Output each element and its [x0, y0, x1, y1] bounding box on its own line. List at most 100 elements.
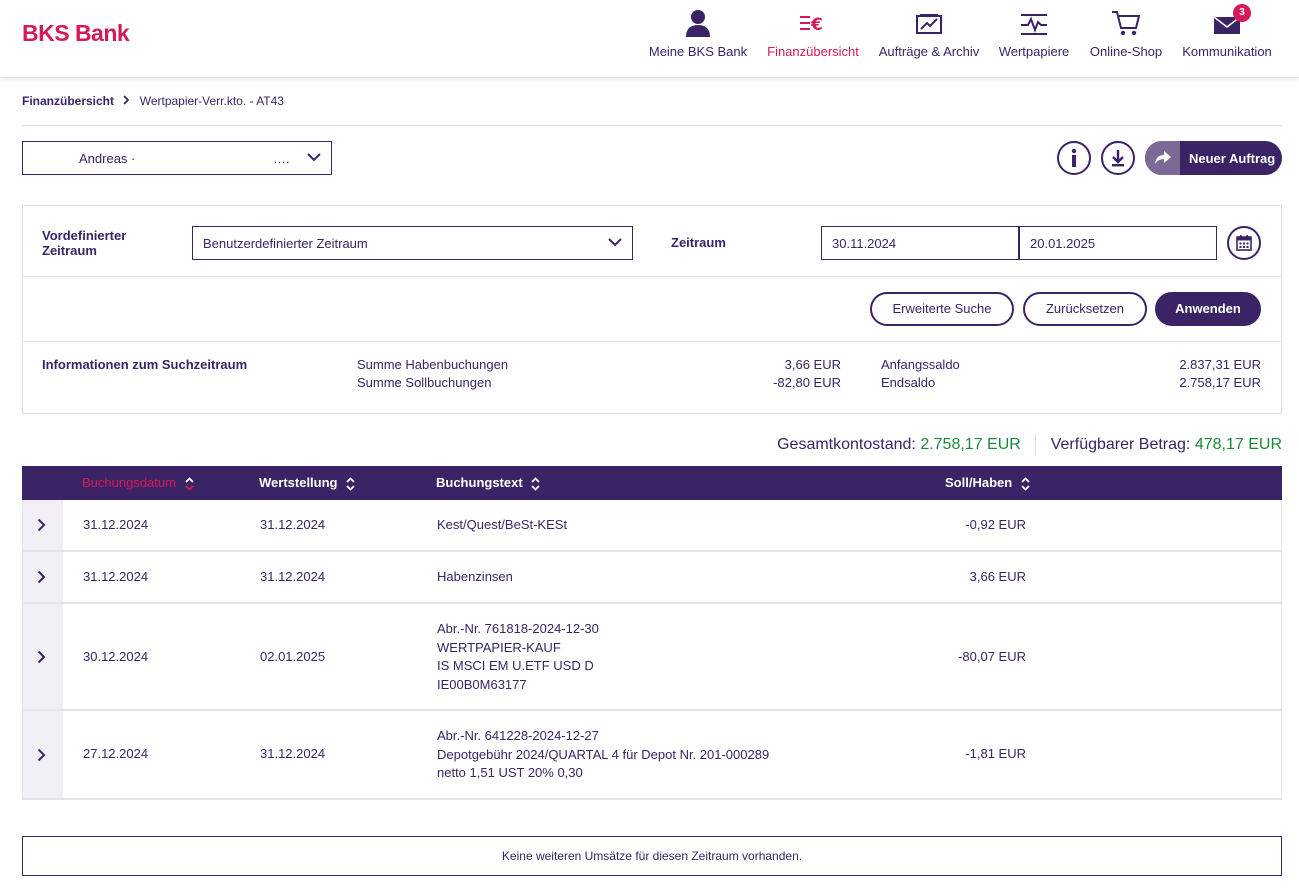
date-from-value: 30.11.2024 [832, 236, 897, 251]
chevron-down-icon [307, 153, 321, 162]
new-order-button[interactable]: Neuer Auftrag [1145, 141, 1282, 175]
credit-sum-label: Summe Habenbuchungen [357, 357, 509, 372]
date-to-input[interactable]: 20.01.2025 [1019, 226, 1217, 260]
row-expander[interactable] [23, 552, 63, 602]
closing-balance-label: Endsaldo [881, 375, 936, 390]
period-label: Zeitraum [671, 235, 726, 250]
available-amount-value: 478,17 EUR [1194, 436, 1282, 454]
finance-icon: € [800, 15, 823, 35]
debit-sum-value: -82,80 EUR [773, 375, 841, 390]
divider [22, 125, 1282, 126]
column-header-value-date[interactable]: Wertstellung [259, 475, 355, 491]
account-name: Andreas · [79, 151, 136, 166]
calendar-button[interactable] [1227, 226, 1261, 260]
total-balance-value: 2.758,17 EUR [920, 436, 1021, 454]
nav-auftraege-archiv[interactable]: Aufträge & Archiv [873, 0, 985, 78]
booking-text-line: Depotgebühr 2024/QUARTAL 4 für Depot Nr.… [437, 746, 770, 762]
column-header-label: Buchungstext [436, 475, 523, 490]
row-expander[interactable] [23, 604, 63, 709]
top-header: BKS Bank Meine BKS Bank € Finanzübersich… [0, 0, 1299, 78]
column-header-amount[interactable]: Soll/Haben [945, 475, 1030, 491]
nav-meine-bks-bank[interactable]: Meine BKS Bank [643, 0, 753, 78]
predefined-period-label: Vordefinierter Zeitraum [42, 228, 127, 258]
info-icon [1071, 148, 1077, 167]
nav-label: Meine BKS Bank [648, 44, 748, 59]
chevron-right-icon [123, 94, 130, 108]
value-date: 31.12.2024 [260, 746, 326, 761]
booking-text: Habenzinsen [437, 568, 513, 587]
column-header-label: Wertstellung [259, 475, 338, 490]
breadcrumb-root[interactable]: Finanzübersicht [22, 94, 115, 108]
sort-icon [346, 476, 355, 491]
account-totals: Gesamtkontostand: 2.758,17 EUR Verfügbar… [777, 434, 1282, 456]
search-period-info-title: Informationen zum Suchzeitraum [42, 357, 248, 372]
securities-icon [1021, 14, 1047, 35]
apply-button[interactable]: Anwenden [1155, 292, 1261, 326]
share-arrow-icon [1145, 141, 1180, 175]
table-row[interactable]: 31.12.2024 31.12.2024 Kest/Quest/BeSt-KE… [22, 500, 1282, 552]
booking-text: Abr.-Nr. 761818-2024-12-30 WERTPAPIER-KA… [437, 620, 599, 694]
calendar-icon [1236, 235, 1252, 251]
reset-button[interactable]: Zurücksetzen [1023, 292, 1147, 326]
booking-text-line: WERTPAPIER-KAUF [437, 639, 561, 655]
table-row[interactable]: 30.12.2024 02.01.2025 Abr.-Nr. 761818-20… [22, 604, 1282, 711]
table-row[interactable]: 31.12.2024 31.12.2024 Habenzinsen 3,66 E… [22, 552, 1282, 604]
opening-balance-value: 2.837,31 EUR [1179, 357, 1261, 372]
download-icon [1112, 150, 1124, 167]
sort-icon [1021, 476, 1030, 491]
value-date: 31.12.2024 [260, 569, 326, 584]
date-to-value: 20.01.2025 [1030, 236, 1096, 251]
nav-kommunikation[interactable]: 3 Kommunikation [1176, 0, 1278, 78]
table-row[interactable]: 27.12.2024 31.12.2024 Abr.-Nr. 641228-20… [22, 711, 1282, 800]
notification-badge: 3 [1233, 4, 1251, 22]
cart-icon [1112, 11, 1141, 36]
sort-icon [184, 476, 194, 491]
info-button[interactable] [1057, 141, 1091, 175]
download-button[interactable] [1101, 141, 1135, 175]
predefined-period-value: Benutzerdefinierter Zeitraum [203, 236, 368, 251]
new-order-label: Neuer Auftrag [1189, 151, 1276, 166]
mail-icon [1213, 16, 1241, 34]
booking-text: Kest/Quest/BeSt-KESt [437, 516, 567, 535]
column-header-booking-text[interactable]: Buchungstext [436, 475, 540, 491]
row-expander[interactable] [23, 500, 63, 550]
nav-label: Online-Shop [1089, 44, 1163, 59]
available-amount-label: Verfügbarer Betrag: [1050, 436, 1191, 454]
column-header-booking-date[interactable]: Buchungsdatum [82, 475, 194, 491]
divider [23, 341, 1281, 342]
nav-finanzuebersicht[interactable]: € Finanzübersicht [762, 0, 864, 78]
booking-text-line: Abr.-Nr. 761818-2024-12-30 [437, 621, 599, 636]
amount: 3,66 EUR [969, 569, 1026, 584]
column-header-label: Buchungsdatum [82, 475, 176, 490]
transactions-table-header: Buchungsdatum Wertstellung Buchungstext … [22, 466, 1282, 500]
booking-text-line: Habenzinsen [437, 569, 513, 584]
booking-text-line: Kest/Quest/BeSt-KESt [437, 517, 568, 532]
breadcrumb-current: Wertpapier-Verr.kto. - AT43 [139, 94, 284, 108]
amount: -1,81 EUR [965, 746, 1026, 761]
row-expander[interactable] [23, 711, 63, 798]
booking-text-line: IS MSCI EM U.ETF USD D [437, 658, 594, 673]
user-icon [686, 10, 710, 37]
closing-balance-value: 2.758,17 EUR [1179, 375, 1261, 390]
date-from-input[interactable]: 30.11.2024 [821, 226, 1019, 260]
debit-sum-label: Summe Sollbuchungen [357, 375, 492, 390]
value-date: 31.12.2024 [260, 517, 326, 532]
nav-label: Wertpapiere [998, 44, 1070, 59]
filter-panel: Vordefinierter Zeitraum Benutzerdefinier… [22, 205, 1282, 414]
nav-online-shop[interactable]: Online-Shop [1084, 0, 1168, 78]
bks-logo[interactable]: BKS Bank [22, 20, 130, 46]
opening-balance-label: Anfangssaldo [881, 357, 960, 372]
extended-search-button[interactable]: Erweiterte Suche [870, 292, 1014, 326]
amount: -0,92 EUR [965, 517, 1026, 532]
credit-sum-value: 3,66 EUR [784, 357, 841, 372]
predefined-period-select[interactable]: Benutzerdefinierter Zeitraum [192, 226, 633, 260]
value-date: 02.01.2025 [260, 649, 326, 664]
nav-wertpapiere[interactable]: Wertpapiere [993, 0, 1075, 78]
chevron-down-icon [608, 238, 622, 247]
column-header-label: Soll/Haben [945, 475, 1013, 490]
booking-date: 31.12.2024 [83, 517, 149, 532]
booking-text-line: IE00B0M63177 [437, 676, 527, 692]
nav-label: Finanzübersicht [767, 44, 859, 59]
nav-label: Kommunikation [1182, 44, 1272, 59]
account-select[interactable]: Andreas · …. [22, 141, 332, 175]
